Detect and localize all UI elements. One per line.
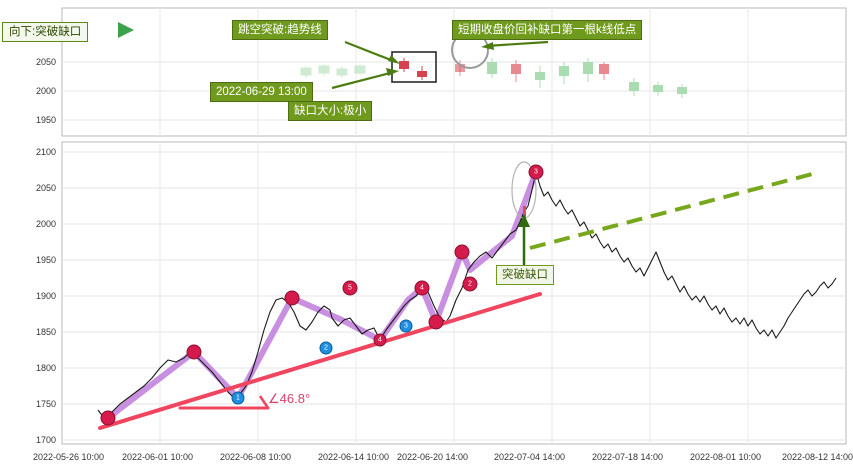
lower-price-panel: 5 4 2 3 1 2 3 4 2100 2050 2000 1950 1900… [36,141,847,445]
angle-annotation: ∠46.8° [268,391,311,406]
gap-mark [523,206,526,220]
svg-text:3: 3 [404,323,408,330]
xtick-1: 2022-06-01 10:00 [122,452,193,462]
lower-ytick-1900: 1900 [36,291,56,301]
annotation-gap-breakout: 跳空突破:趋势线 [232,20,328,40]
xtick-3: 2022-06-14 10:00 [318,452,389,462]
annotation-breakout-gap: 突破缺口 [496,265,554,285]
price-line [97,171,837,419]
upper-candles-panel: 2050 2000 1950 [36,7,847,137]
annotation-gap-size: 缺口大小:极小 [288,101,373,121]
upper-ytick-2050: 2050 [36,57,56,67]
xtick-0: 2022-05-26 10:00 [33,452,104,462]
upper-ytick-2000: 2000 [36,86,56,96]
xtick-4: 2022-06-20 14:00 [397,452,468,462]
x-axis-ticks: 2022-05-26 10:00 2022-06-01 10:00 2022-0… [33,452,853,462]
xtick-6: 2022-07-18 14:00 [592,452,663,462]
annotation-datetime: 2022-06-29 13:00 [210,82,313,102]
svg-text:1: 1 [236,395,240,402]
svg-text:4: 4 [420,285,424,292]
svg-text:5: 5 [348,285,352,292]
xtick-7: 2022-08-01 10:00 [690,452,761,462]
annotation-close-refill: 短期收盘价回补缺口第一根k线低点 [452,20,643,40]
upper-candle-series [300,31,687,98]
angle-arc [258,395,270,409]
breakout-highlight-box [391,51,437,83]
swing-markers: 5 4 2 3 1 2 3 4 [100,164,544,426]
lower-ytick-2100: 2100 [36,147,56,157]
lower-ytick-1700: 1700 [36,435,56,445]
svg-text:2: 2 [324,345,328,352]
lower-ytick-1800: 1800 [36,363,56,373]
upper-ytick-1950: 1950 [36,115,56,125]
svg-text:2: 2 [468,281,472,288]
xtick-5: 2022-07-04 14:00 [494,452,565,462]
left-tag-arrow [118,22,134,38]
annotation-arrows [331,40,549,90]
lower-ytick-1950: 1950 [36,255,56,265]
left-direction-tag: 向下:突破缺口 [2,22,89,42]
svg-text:3: 3 [534,169,538,176]
xtick-2: 2022-06-08 10:00 [220,452,291,462]
support-trendline [98,292,542,430]
xtick-8: 2022-08-12 14:00 [782,452,853,462]
lower-ytick-2050: 2050 [36,183,56,193]
lower-grid-vertical [159,142,749,444]
lower-ytick-1850: 1850 [36,327,56,337]
svg-text:4: 4 [378,337,382,344]
lower-ytick-2000: 2000 [36,219,56,229]
breakout-gap-arrowhead [518,214,530,227]
lower-ytick-1750: 1750 [36,399,56,409]
